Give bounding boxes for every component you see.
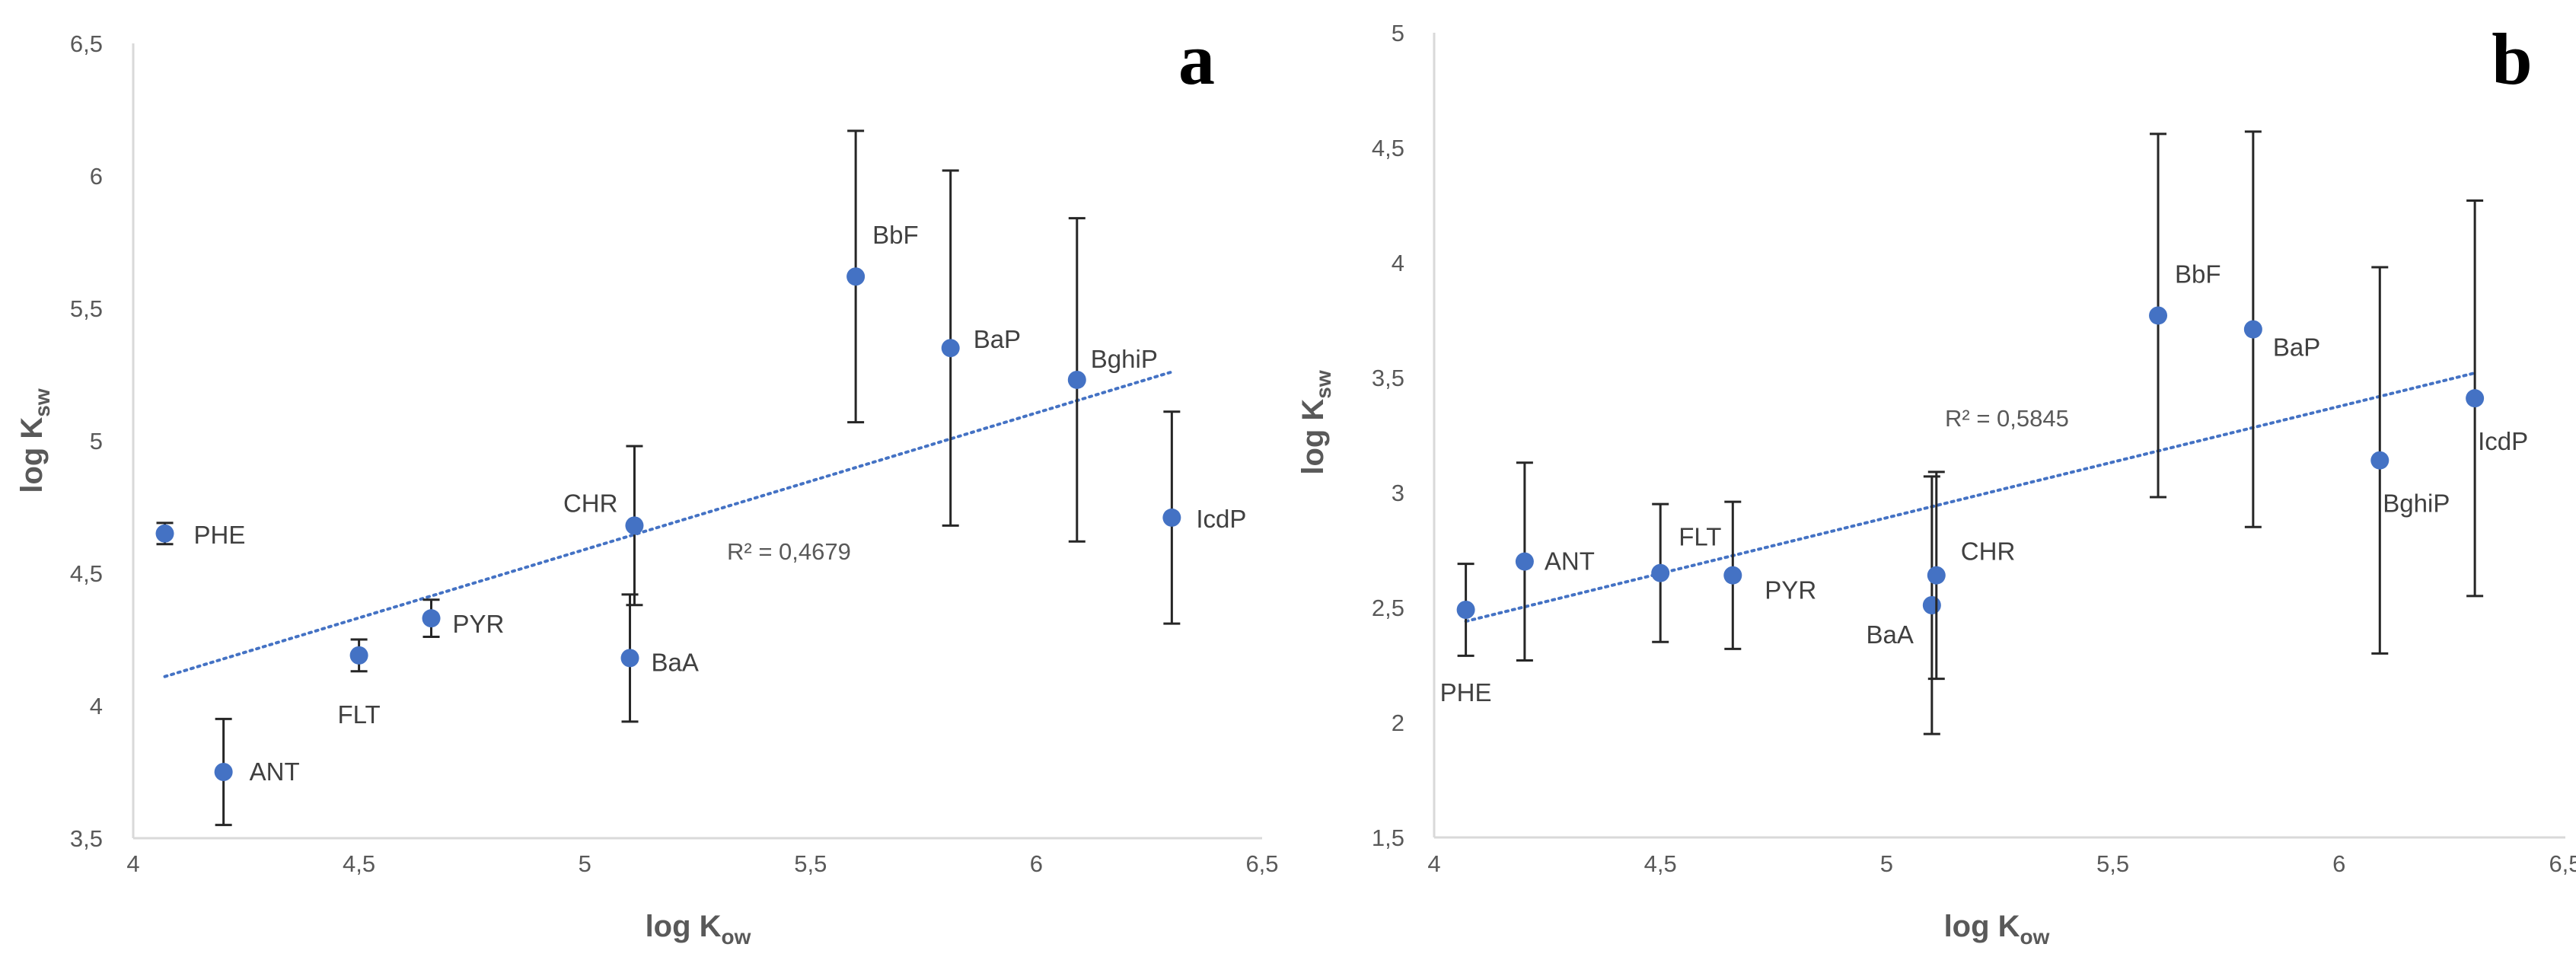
data-point-chr bbox=[1927, 566, 1946, 585]
x-tick-label: 6 bbox=[2332, 850, 2345, 877]
y-tick-label: 4 bbox=[90, 693, 103, 719]
point-label: CHR bbox=[1961, 537, 2016, 566]
x-tick-label: 4 bbox=[1427, 850, 1440, 877]
x-axis-title: log Kow bbox=[1944, 910, 2050, 949]
point-label: PHE bbox=[194, 521, 246, 549]
point-label: BaP bbox=[2273, 333, 2320, 362]
data-point-pyr bbox=[422, 609, 441, 628]
point-label: FLT bbox=[1679, 523, 1721, 551]
y-axis-title: log Ksw bbox=[15, 388, 54, 493]
point-label: IcdP bbox=[2478, 427, 2528, 455]
x-tick-label: 4 bbox=[126, 850, 139, 877]
y-axis-title: log Ksw bbox=[1296, 370, 1335, 475]
data-point-flt bbox=[349, 646, 368, 665]
data-point-ant bbox=[1515, 552, 1534, 571]
point-label: ANT bbox=[1545, 547, 1595, 576]
y-tick-label: 5,5 bbox=[70, 295, 103, 322]
data-point-icdp bbox=[2466, 389, 2485, 408]
data-point-baa bbox=[620, 649, 639, 668]
point-label: BaA bbox=[1866, 620, 1913, 649]
point-label: PYR bbox=[453, 610, 505, 638]
y-tick-label: 5 bbox=[90, 428, 103, 454]
trendline bbox=[1464, 371, 2477, 624]
y-tick-label: 4,5 bbox=[1372, 135, 1404, 161]
y-tick-label: 6 bbox=[90, 163, 103, 190]
panel-label: b bbox=[2492, 18, 2532, 100]
x-tick-label: 4,5 bbox=[1644, 850, 1677, 877]
data-point-bbf bbox=[846, 267, 866, 286]
y-tick-label: 3,5 bbox=[1372, 365, 1404, 391]
point-label: BaA bbox=[652, 648, 699, 676]
y-tick-label: 1,5 bbox=[1372, 824, 1404, 851]
x-tick-label: 5 bbox=[1880, 850, 1893, 877]
y-tick-label: 2,5 bbox=[1372, 595, 1404, 621]
y-tick-label: 3,5 bbox=[70, 825, 103, 852]
x-axis-title: log Kow bbox=[646, 910, 751, 949]
panel-label: a bbox=[1178, 18, 1215, 100]
y-tick-label: 4,5 bbox=[70, 560, 103, 587]
x-tick-label: 6 bbox=[1030, 850, 1043, 877]
data-point-bghip bbox=[2370, 451, 2389, 470]
data-point-flt bbox=[1651, 563, 1670, 582]
x-tick-label: 5,5 bbox=[2096, 850, 2129, 877]
data-point-pyr bbox=[1723, 566, 1742, 585]
data-point-baa bbox=[1922, 595, 1941, 614]
point-label: PYR bbox=[1765, 576, 1816, 604]
r-squared-label: R² = 0,4679 bbox=[727, 538, 851, 565]
data-point-chr bbox=[625, 516, 644, 535]
data-point-phe bbox=[1456, 601, 1475, 620]
point-label: IcdP bbox=[1196, 505, 1246, 533]
x-tick-label: 5,5 bbox=[794, 850, 827, 877]
point-label: PHE bbox=[1440, 678, 1492, 706]
x-tick-label: 6,5 bbox=[2549, 850, 2576, 877]
point-label: CHR bbox=[563, 489, 618, 517]
data-point-bap bbox=[941, 339, 960, 358]
x-tick-label: 4,5 bbox=[343, 850, 375, 877]
y-tick-label: 5 bbox=[1392, 20, 1404, 46]
chart-panel-a: 4 4,5 5 5,5 6 6,5 3,5 4 4,5 5 5,5 6 6,5 R² = 0,4679 PH… bbox=[15, 18, 1279, 949]
y-tick-label: 4 bbox=[1392, 250, 1404, 276]
y-tick-label: 6,5 bbox=[70, 30, 103, 57]
point-label: BbF bbox=[872, 221, 919, 249]
point-label: BghiP bbox=[1091, 345, 1158, 373]
point-label: BbF bbox=[2175, 260, 2221, 288]
data-point-bbf bbox=[2149, 306, 2168, 325]
point-label: BaP bbox=[974, 325, 1021, 353]
data-point-icdp bbox=[1162, 508, 1181, 527]
data-point-bap bbox=[2243, 320, 2262, 339]
chart-panel-b: 4 4,5 5 5,5 6 6,5 1,5 2 2,5 3 3,5 4 4,5 5 R² = 0,5845 P… bbox=[1296, 18, 2576, 949]
y-tick-label: 2 bbox=[1392, 710, 1404, 736]
r-squared-label: R² = 0,5845 bbox=[1945, 405, 2069, 432]
data-point-phe bbox=[155, 524, 174, 543]
point-label: FLT bbox=[337, 700, 380, 729]
point-label: BghiP bbox=[2383, 490, 2450, 518]
y-tick-label: 3 bbox=[1392, 480, 1404, 506]
data-point-bghip bbox=[1067, 370, 1086, 389]
point-label: ANT bbox=[250, 757, 300, 786]
x-tick-label: 5 bbox=[579, 850, 591, 877]
data-point-ant bbox=[214, 763, 233, 781]
trendline bbox=[163, 370, 1174, 678]
x-tick-label: 6,5 bbox=[1245, 850, 1278, 877]
